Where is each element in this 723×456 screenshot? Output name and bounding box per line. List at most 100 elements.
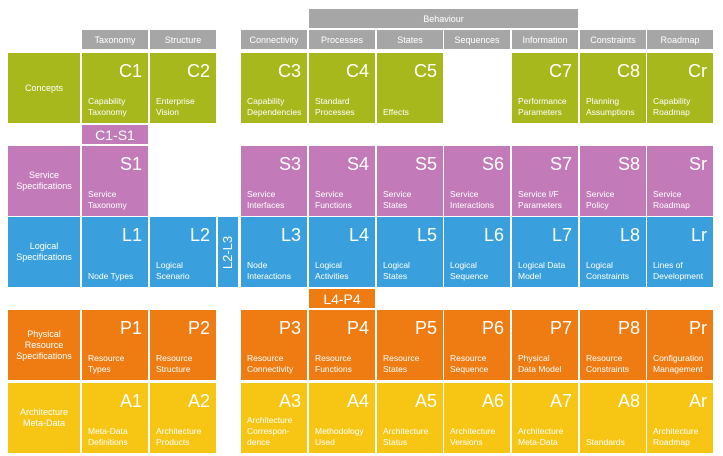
cell-label: Capability Dependencies [247, 96, 302, 117]
behaviour-header-text: Behaviour [423, 13, 464, 24]
bridge-l4-p4: L4-P4 [309, 289, 375, 308]
cell-label: Enterprise Vision [156, 96, 195, 117]
cell-p8: P8 Resource Constraints [580, 310, 646, 380]
cell-label: Methodology Used [315, 426, 364, 447]
cell-code: A1 [119, 391, 142, 411]
cell-a8: A8 Standards [580, 383, 646, 453]
cell-p1: P1 Resource Types [82, 310, 148, 380]
cell-label: Architecture Correspon- dence [247, 415, 293, 447]
cell-label: Standard Processes [315, 96, 355, 117]
cell-code: S5 [414, 154, 437, 174]
cell-label: Service Interfaces [247, 189, 285, 210]
row-label-text: Architecture Meta-Data [19, 407, 69, 428]
column-header-text: States [397, 34, 423, 45]
cell-label: Physical Data Model [518, 353, 562, 374]
cell-code: L2 [189, 225, 210, 245]
cell-cr: Cr Capability Roadmap [647, 53, 713, 123]
cell-code: Sr [689, 154, 707, 174]
cell-code: A2 [187, 391, 210, 411]
cell-code: S8 [617, 154, 640, 174]
column-header-text: Constraints [590, 34, 636, 45]
cell-sr: Sr Service Roadmap [647, 146, 713, 216]
cell-code: Pr [689, 318, 707, 338]
cell-label: Architecture Meta-Data [518, 426, 564, 447]
cell-code: A3 [278, 391, 301, 411]
cell-label: Performance Parameters [518, 96, 567, 117]
cell-code: C2 [186, 61, 210, 81]
cell-code: C4 [345, 61, 369, 81]
cell-code: P1 [119, 318, 142, 338]
cell-label: Logical Data Model [518, 260, 566, 281]
row-label-text: Logical Specifications [16, 241, 72, 262]
cell-code: S6 [481, 154, 504, 174]
cell-code: S4 [346, 154, 369, 174]
column-header-text: Roadmap [660, 34, 700, 45]
cell-s8: S8 Service Policy [580, 146, 646, 216]
cell-code: S3 [278, 154, 301, 174]
cell-c2: C2 Enterprise Vision [150, 53, 216, 123]
cell-code: A6 [481, 391, 504, 411]
cell-code: C5 [413, 61, 437, 81]
cell-a2: A2 Architecture Products [150, 383, 216, 453]
cell-s1: S1 Service Taxonomy [82, 146, 148, 216]
cell-code: L1 [121, 225, 142, 245]
cell-l5: L5 Logical States [377, 217, 443, 287]
column-header-connectivity: Connectivity [241, 30, 307, 49]
cell-code: L6 [483, 225, 504, 245]
cell-code: Ar [689, 391, 707, 411]
cell-code: P6 [481, 318, 504, 338]
cell-label: Effects [383, 107, 409, 117]
bridge-text: L2-L3 [220, 235, 236, 269]
cell-label: Logical Sequence [450, 260, 489, 281]
cell-ar: Ar Architecture Roadmap [647, 383, 713, 453]
row-label-p: Physical Resource Specifications [8, 310, 80, 380]
cell-p3: P3 Resource Connectivity [241, 310, 307, 380]
cell-code: A7 [549, 391, 572, 411]
cell-l4: L4 Logical Activities [309, 217, 375, 287]
cell-c1: C1 Capability Taxonomy [82, 53, 148, 123]
cell-label: Resource Connectivity [247, 353, 294, 374]
cell-l1: L1 Node Types [82, 217, 148, 287]
bridge-l2-l3: L2-L3 [218, 217, 238, 287]
cell-p4: P4 Resource Functions [309, 310, 375, 380]
cell-label: Standards [586, 437, 625, 447]
cell-code: Cr [688, 61, 707, 81]
cell-label: Service Policy [586, 189, 615, 210]
cell-a5: A5 Architecture Status [377, 383, 443, 453]
cell-label: Logical States [383, 260, 410, 281]
cell-label: Capability Roadmap [653, 96, 691, 117]
column-header-processes: Processes [309, 30, 375, 49]
cell-label: Logical Activities [315, 260, 349, 281]
column-header-text: Connectivity [249, 34, 299, 45]
cell-code: L5 [416, 225, 437, 245]
column-header-constraints: Constraints [580, 30, 646, 49]
cell-label: Resource Constraints [586, 353, 629, 374]
cell-c8: C8 Planning Assumptions [580, 53, 646, 123]
cell-code: C7 [548, 61, 572, 81]
column-header-text: Processes [320, 34, 364, 45]
cell-code: S7 [549, 154, 572, 174]
cell-code: P5 [414, 318, 437, 338]
cell-label: Resource Types [88, 353, 125, 374]
bridge-text: L4-P4 [323, 290, 361, 307]
cell-a6: A6 Architecture Versions [444, 383, 510, 453]
cell-label: Resource States [383, 353, 420, 374]
cell-s6: S6 Service Interactions [444, 146, 510, 216]
cell-label: Meta-Data Definitions [88, 426, 128, 447]
cell-pr: Pr Configuration Management [647, 310, 713, 380]
cell-c5: C5 Effects [377, 53, 443, 123]
cell-l8: L8 Logical Constraints [580, 217, 646, 287]
cell-l6: L6 Logical Sequence [444, 217, 510, 287]
cell-l3: L3 Node Interactions [241, 217, 307, 287]
cell-s7: S7 Service I/F Parameters [512, 146, 578, 216]
column-header-text: Information [522, 34, 568, 45]
cell-label: Planning Assumptions [586, 96, 635, 117]
cell-code: L7 [551, 225, 572, 245]
column-header-taxonomy: Taxonomy [82, 30, 148, 49]
cell-code: L8 [619, 225, 640, 245]
bridge-text: C1-S1 [95, 126, 135, 143]
column-header-states: States [377, 30, 443, 49]
cell-c7: C7 Performance Parameters [512, 53, 578, 123]
cell-code: L3 [280, 225, 301, 245]
cell-code: P2 [187, 318, 210, 338]
